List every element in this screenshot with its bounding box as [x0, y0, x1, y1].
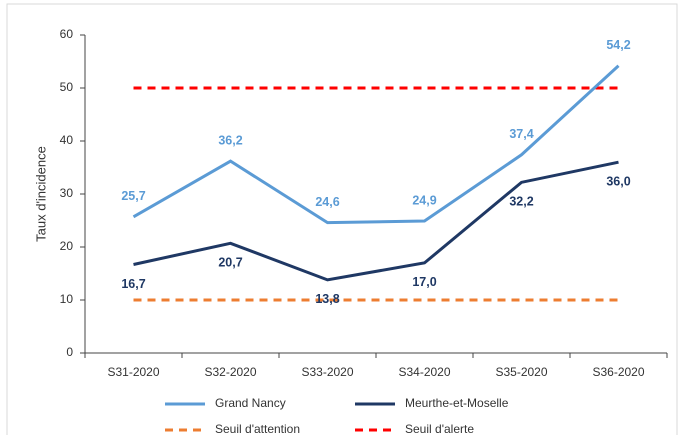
y-tick-label: 20 [60, 239, 74, 253]
series-line [132, 64, 620, 225]
y-tick-label: 10 [60, 292, 74, 306]
data-label: 20,7 [218, 256, 242, 270]
legend-label: Seuil d'attention [215, 422, 300, 435]
y-tick-label: 60 [60, 27, 74, 41]
data-label: 24,9 [412, 193, 436, 207]
x-tick-label: S35-2020 [495, 365, 547, 379]
y-tick-label: 50 [60, 80, 74, 94]
legend-label: Meurthe-et-Moselle [405, 396, 509, 410]
data-label: 24,6 [315, 195, 339, 209]
data-label: 16,7 [121, 277, 145, 291]
legend-label: Grand Nancy [215, 396, 286, 410]
series-line [133, 160, 619, 282]
chart-frame [6, 3, 678, 435]
data-label: 36,2 [218, 133, 242, 147]
data-label: 32,2 [509, 195, 533, 209]
y-tick-label: 40 [60, 133, 74, 147]
y-tick-label: 0 [66, 345, 73, 359]
x-tick-label: S32-2020 [204, 365, 256, 379]
data-label: 36,0 [606, 174, 630, 188]
x-tick-label: S31-2020 [107, 365, 159, 379]
y-tick-label: 30 [60, 186, 74, 200]
data-label: 37,4 [509, 127, 533, 141]
y-axis-label: Taux d'incidence [33, 146, 48, 242]
x-tick-label: S33-2020 [301, 365, 353, 379]
x-tick-label: S34-2020 [398, 365, 450, 379]
data-label: 54,2 [606, 38, 630, 52]
legend-label: Seuil d'alerte [405, 422, 474, 435]
data-label: 25,7 [121, 189, 145, 203]
data-label: 13,8 [315, 292, 339, 306]
x-tick-label: S36-2020 [592, 365, 644, 379]
data-label: 17,0 [412, 275, 436, 289]
